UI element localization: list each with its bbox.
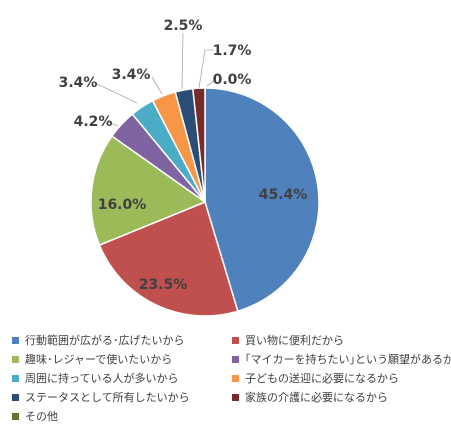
legend-item-3: 趣味･レジャーで使いたいから xyxy=(12,351,232,367)
leader-line-4 xyxy=(107,121,119,127)
legend-item-6: 子どもの送迎に必要になるから xyxy=(232,370,442,386)
data-label-8: 1.7% xyxy=(213,43,252,59)
legend-item-4: ｢マイカーを持ちたい｣という願望があるから xyxy=(232,351,451,367)
legend-item-1: 行動範囲が広がる･広げたいから xyxy=(12,332,232,348)
legend-label-6: 子どもの送迎に必要になるから xyxy=(245,372,399,385)
legend-swatch-7 xyxy=(12,393,19,401)
data-label-3: 16.0% xyxy=(98,197,147,213)
pie-slice-8 xyxy=(192,87,206,203)
data-label-4: 4.2% xyxy=(74,114,113,130)
data-label-1: 45.4% xyxy=(259,187,308,203)
legend-swatch-8 xyxy=(232,393,239,401)
legend-label-9: その他 xyxy=(25,410,58,423)
leader-line-8 xyxy=(198,49,214,89)
pie-slice-1 xyxy=(204,87,320,313)
legend-item-7: ステータスとして所有したいから xyxy=(12,389,232,405)
data-label-6: 3.4% xyxy=(112,67,151,83)
legend-label-7: ステータスとして所有したいから xyxy=(25,391,190,404)
data-label-5: 3.4% xyxy=(59,75,98,91)
legend-swatch-1 xyxy=(12,336,19,344)
data-label-9: 0.0% xyxy=(213,72,252,88)
pie-chart: 45.4% 23.5% 16.0% 4.2% 3.4% 3.4% 2.5% 1.7% 0.0% xyxy=(59,18,320,317)
legend-swatch-2 xyxy=(232,336,239,344)
legend-swatch-4 xyxy=(232,355,239,363)
legend-item-8: 家族の介護に必要になるから xyxy=(232,389,442,405)
legend: 行動範囲が広がる･広げたいから 買い物に便利だから趣味･レジャーで使いたいから ｢マ… xyxy=(12,332,451,424)
leader-line-6 xyxy=(151,76,163,95)
data-label-2: 23.5% xyxy=(139,277,188,293)
legend-label-8: 家族の介護に必要になるから xyxy=(245,391,388,404)
legend-label-3: 趣味･レジャーで使いたいから xyxy=(25,353,173,366)
legend-swatch-6 xyxy=(232,374,239,382)
leader-line-5 xyxy=(94,82,138,104)
legend-swatch-5 xyxy=(12,374,19,382)
legend-item-2: 買い物に便利だから xyxy=(232,332,442,348)
legend-item-5: 周囲に持っている人が多いから xyxy=(12,370,232,386)
pie-slices xyxy=(90,87,320,317)
pie-slice-2 xyxy=(98,200,239,317)
legend-swatch-3 xyxy=(12,355,19,363)
leader-line-9 xyxy=(206,79,216,87)
leader-lines xyxy=(94,32,216,127)
legend-swatch-9 xyxy=(12,412,19,420)
legend-item-9: その他 xyxy=(12,408,232,424)
legend-label-2: 買い物に便利だから xyxy=(245,334,344,347)
legend-label-4: ｢マイカーを持ちたい｣という願望があるから xyxy=(245,353,451,366)
data-labels: 45.4% 23.5% 16.0% 4.2% 3.4% 3.4% 2.5% 1.7% 0.0% xyxy=(59,18,308,293)
leader-line-7 xyxy=(181,32,184,90)
legend-label-1: 行動範囲が広がる･広げたいから xyxy=(25,334,185,347)
legend-label-5: 周囲に持っている人が多いから xyxy=(25,372,179,385)
data-label-7: 2.5% xyxy=(164,18,203,34)
pie-slice-3 xyxy=(90,135,207,247)
